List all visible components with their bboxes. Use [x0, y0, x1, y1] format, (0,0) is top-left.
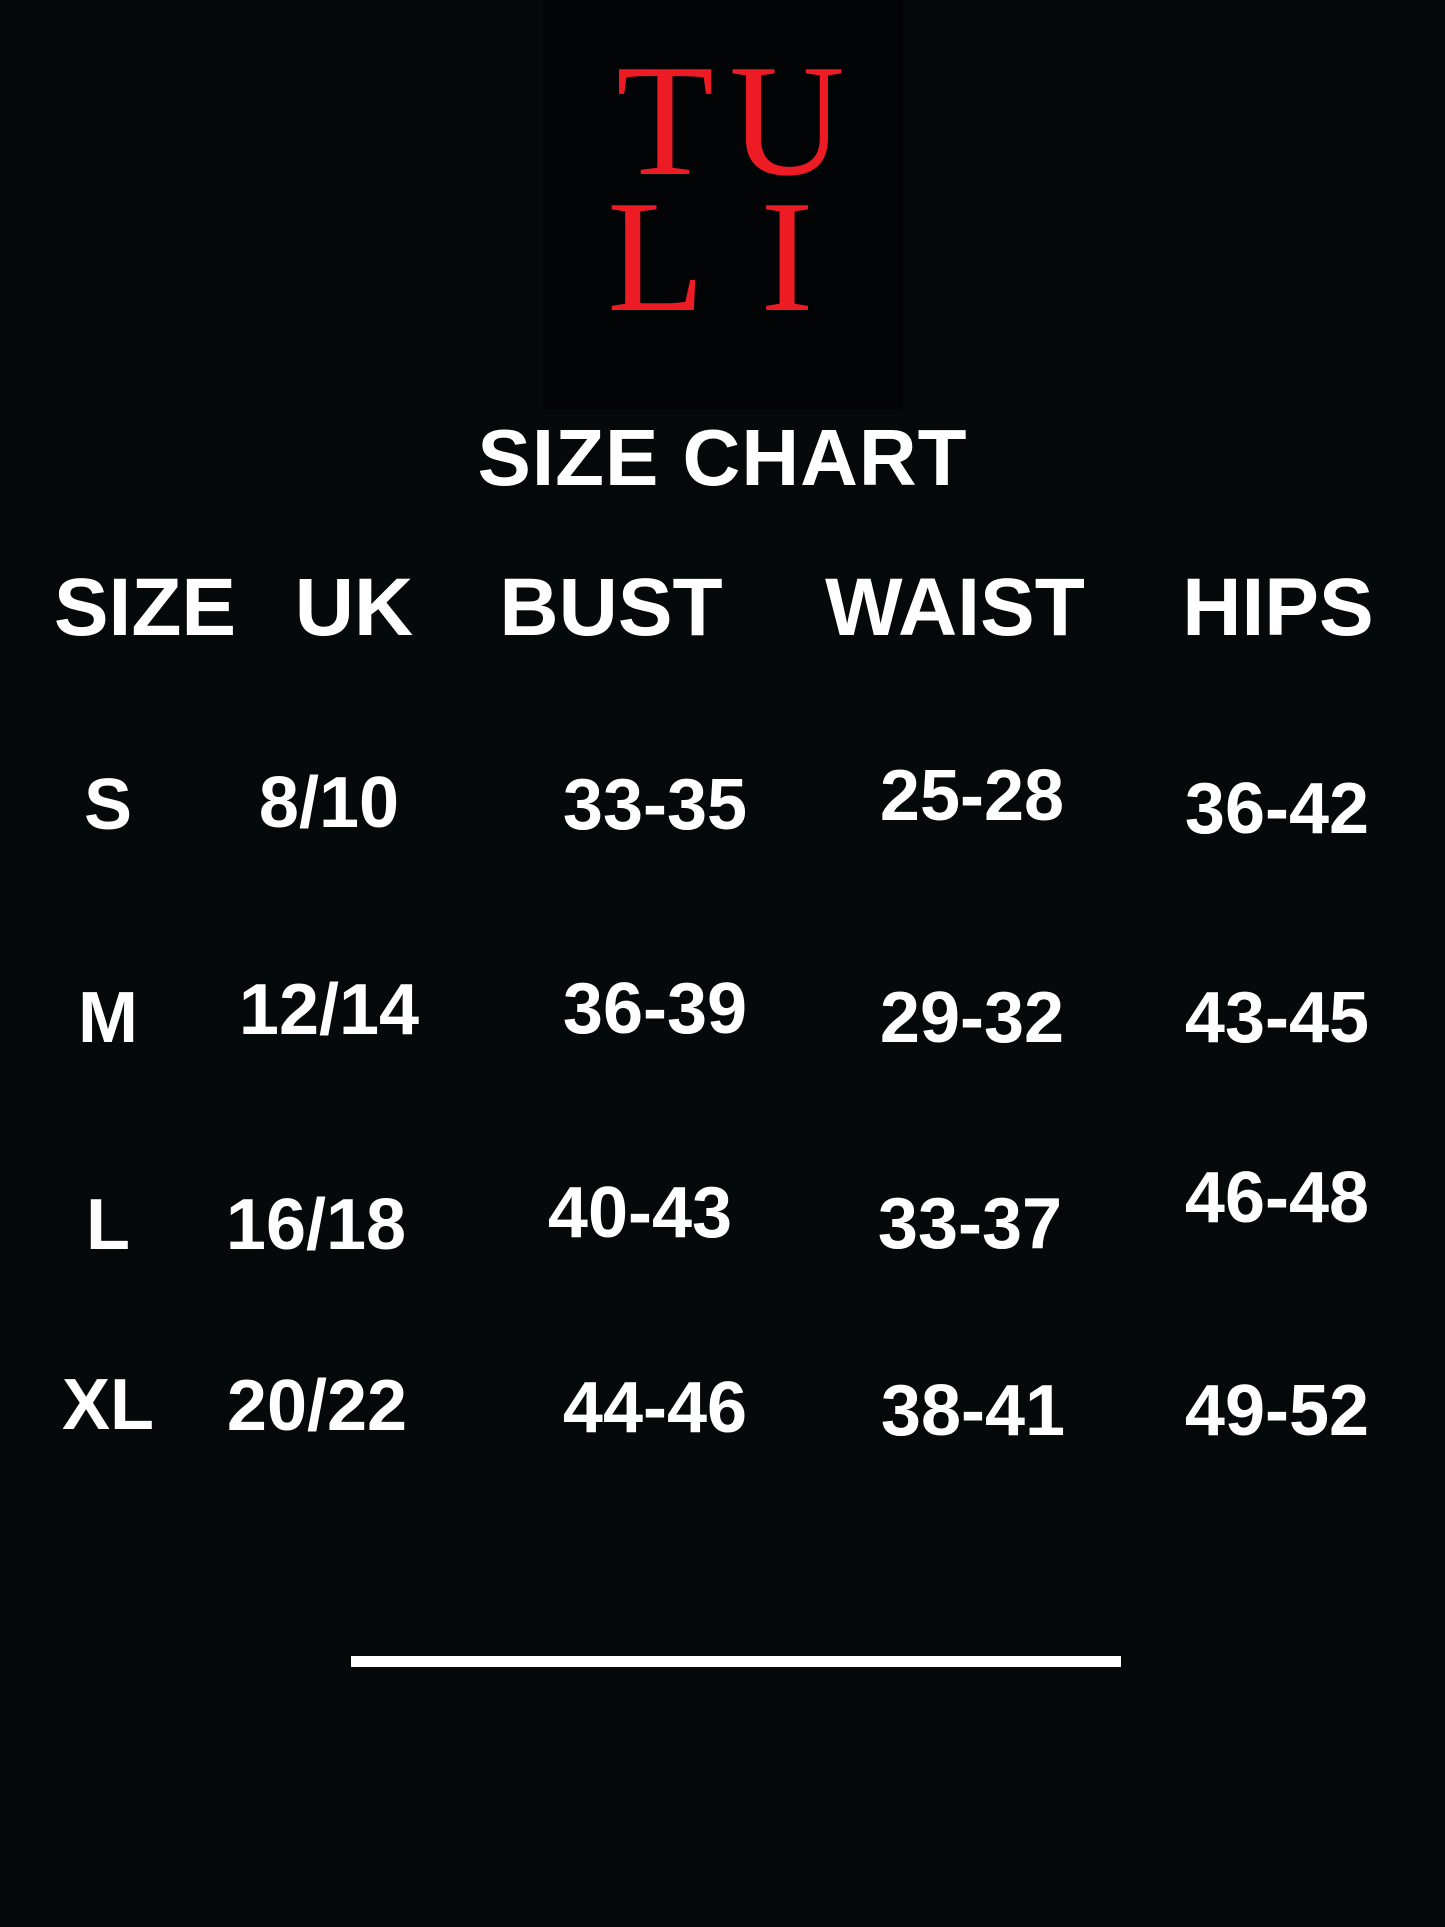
cell-waist: 38-41 [880, 1371, 1066, 1451]
logo-letter: T [616, 31, 714, 209]
column-header-waist: WAIST [825, 562, 1085, 653]
cell-size: L [86, 1185, 130, 1265]
column-header-bust: BUST [499, 562, 723, 653]
divider [351, 1656, 1121, 1667]
cell-size: S [83, 765, 133, 845]
cell-uk: 8/10 [258, 763, 400, 843]
cell-uk: 20/22 [226, 1366, 408, 1446]
page-title: SIZE CHART [477, 413, 968, 502]
cell-hips: 36-42 [1184, 769, 1370, 849]
cell-bust: 44-46 [562, 1368, 748, 1448]
cell-hips: 46-48 [1184, 1158, 1370, 1238]
cell-waist: 25-28 [879, 756, 1065, 836]
logo-letter: L [607, 167, 705, 345]
logo-letter: U [729, 31, 845, 209]
column-header-size: SIZE [53, 562, 237, 653]
cell-bust: 40-43 [547, 1173, 733, 1253]
cell-uk: 12/14 [238, 970, 420, 1050]
cell-hips: 43-45 [1184, 978, 1370, 1058]
cell-uk: 16/18 [225, 1185, 407, 1265]
logo-letter: I [760, 167, 814, 345]
cell-hips: 49-52 [1184, 1371, 1370, 1451]
brand-logo: T U L I [543, 0, 903, 410]
column-header-uk: UK [294, 562, 414, 653]
cell-waist: 33-37 [877, 1184, 1063, 1264]
cell-bust: 36-39 [562, 969, 748, 1049]
cell-bust: 33-35 [562, 765, 748, 845]
cell-size: XL [61, 1365, 155, 1445]
column-header-hips: HIPS [1182, 562, 1374, 653]
cell-waist: 29-32 [879, 978, 1065, 1058]
cell-size: M [78, 978, 138, 1058]
